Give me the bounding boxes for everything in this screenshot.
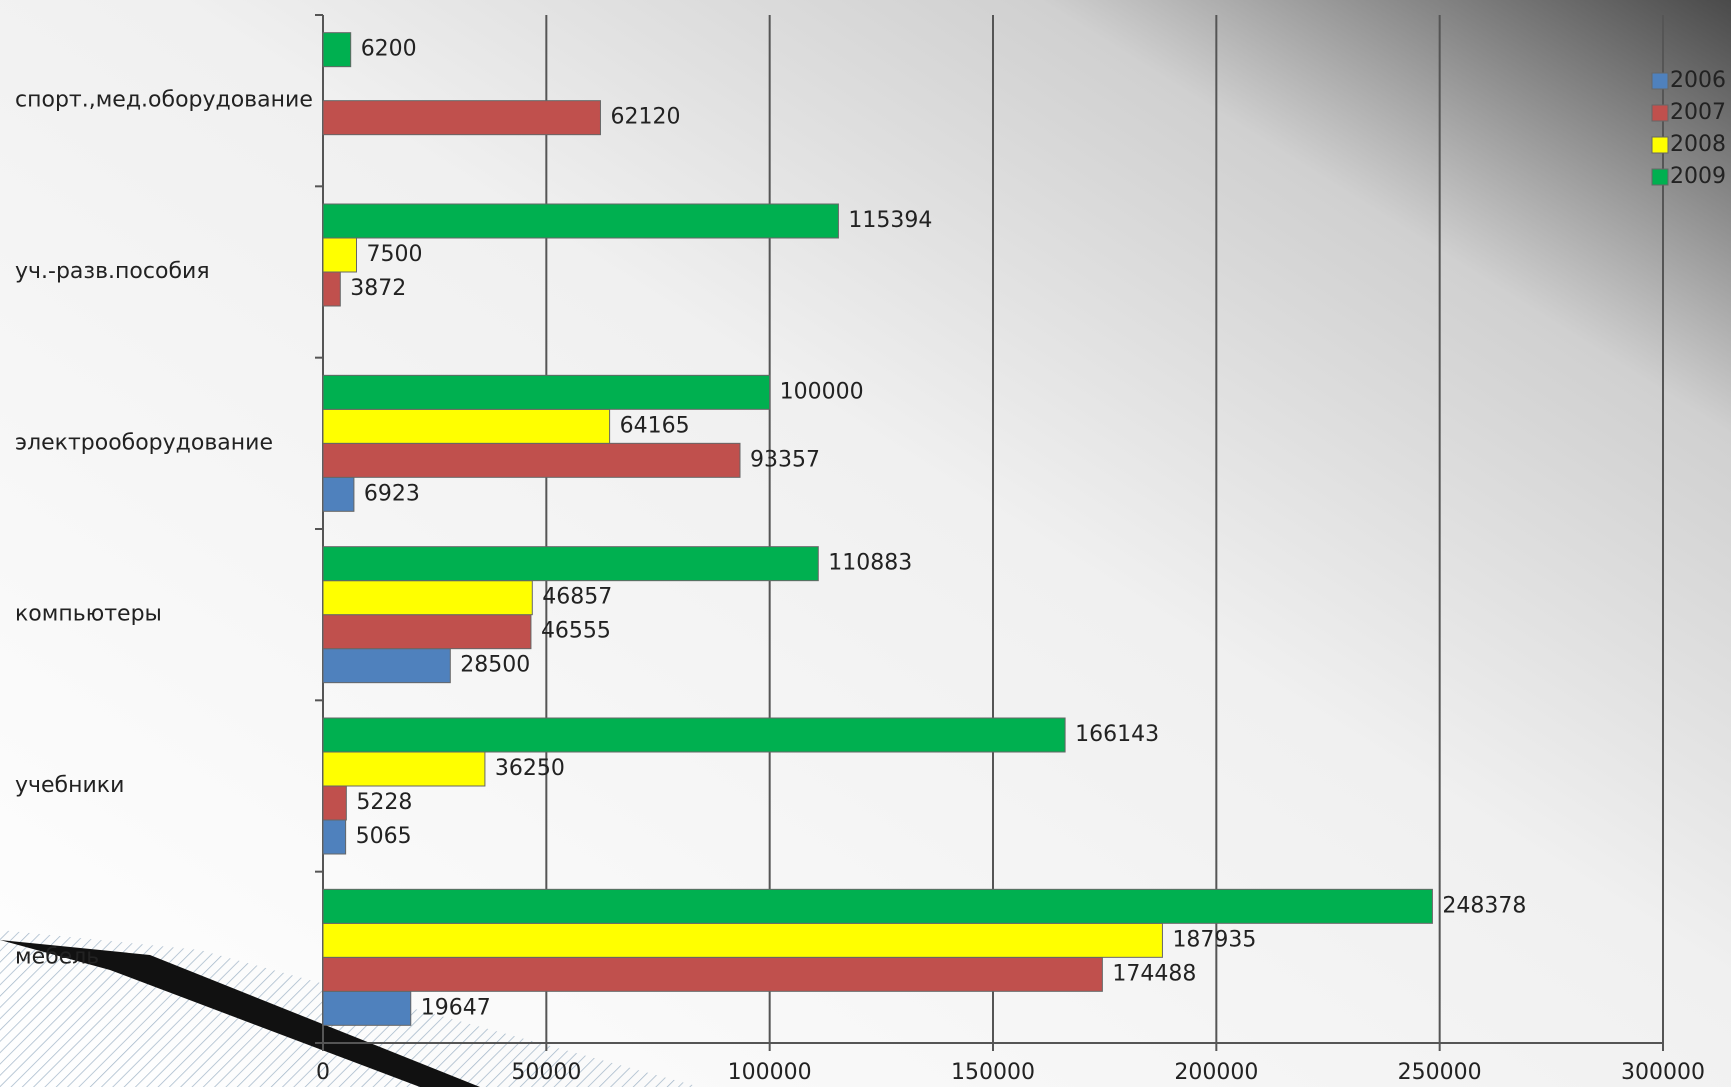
bar (323, 101, 600, 135)
value-label: 46857 (542, 585, 612, 610)
bar (323, 718, 1065, 752)
value-label: 187935 (1172, 927, 1256, 952)
bar (323, 375, 770, 409)
bar (323, 820, 346, 854)
bar (323, 923, 1162, 957)
bar (323, 443, 740, 477)
bar (323, 272, 340, 306)
value-label: 5228 (356, 790, 412, 815)
bar (323, 204, 838, 238)
bar (323, 238, 357, 272)
legend-swatch (1652, 137, 1668, 153)
bar (323, 889, 1432, 923)
bar (323, 33, 351, 67)
legend-label: 2007 (1670, 100, 1726, 125)
value-label: 5065 (356, 824, 412, 849)
page: {"chart_data": {"type": "bar", "orientat… (0, 0, 1731, 1087)
category-label: компьютеры (15, 602, 162, 627)
value-label: 110883 (828, 551, 912, 576)
bar (323, 477, 354, 511)
x-tick-label: 50000 (511, 1060, 581, 1085)
value-label: 166143 (1075, 722, 1159, 747)
value-label: 6923 (364, 481, 420, 506)
category-label: электрооборудование (15, 430, 273, 455)
value-label: 19647 (421, 995, 491, 1020)
x-tick-label: 300000 (1621, 1060, 1705, 1085)
bar (323, 991, 411, 1025)
legend-label: 2006 (1670, 68, 1726, 93)
value-label: 6200 (361, 37, 417, 62)
category-label: уч.-разв.пособия (15, 259, 210, 284)
value-label: 100000 (780, 379, 864, 404)
bar (323, 581, 532, 615)
x-tick-label: 250000 (1398, 1060, 1482, 1085)
category-label: спорт.,мед.оборудование (15, 88, 313, 113)
x-tick-label: 100000 (728, 1060, 812, 1085)
value-label: 7500 (367, 242, 423, 267)
value-label: 115394 (848, 208, 932, 233)
category-label: учебники (15, 773, 124, 798)
category-label: мебель (15, 944, 99, 969)
value-label: 93357 (750, 447, 820, 472)
bar (323, 957, 1102, 991)
x-tick-label: 200000 (1174, 1060, 1258, 1085)
bar (323, 752, 485, 786)
value-label: 248378 (1442, 893, 1526, 918)
value-label: 28500 (460, 653, 530, 678)
legend-swatch (1652, 169, 1668, 185)
bar (323, 547, 818, 581)
value-label: 36250 (495, 756, 565, 781)
legend-label: 2008 (1670, 132, 1726, 157)
bar (323, 615, 531, 649)
value-label: 174488 (1112, 961, 1196, 986)
x-tick-label: 150000 (951, 1060, 1035, 1085)
legend-label: 2009 (1670, 164, 1726, 189)
value-label: 62120 (610, 105, 680, 130)
bar (323, 409, 610, 443)
value-label: 46555 (541, 619, 611, 644)
legend-swatch (1652, 73, 1668, 89)
value-label: 3872 (350, 276, 406, 301)
legend-swatch (1652, 105, 1668, 121)
bar (323, 649, 450, 683)
x-tick-label: 0 (316, 1060, 330, 1085)
value-label: 64165 (620, 413, 690, 438)
chart: 0 50000 100000 150000 200000 250000 300000 мебе… (0, 0, 1731, 1087)
bar (323, 786, 346, 820)
